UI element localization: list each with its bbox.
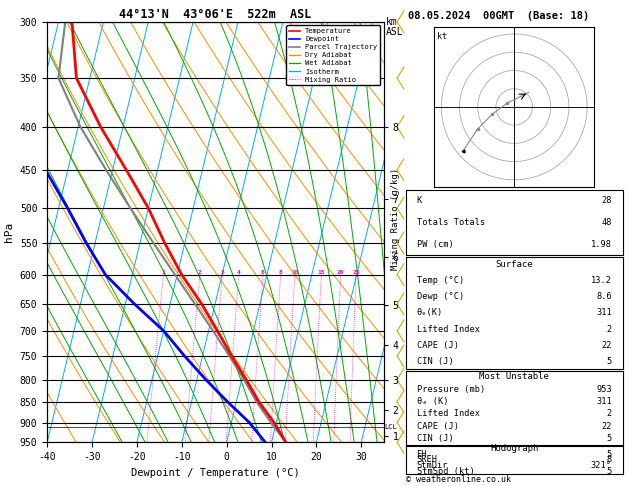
Text: Hodograph: Hodograph xyxy=(490,444,538,453)
Text: Most Unstable: Most Unstable xyxy=(479,372,549,382)
Text: 321°: 321° xyxy=(591,461,612,470)
Text: 20: 20 xyxy=(337,270,345,275)
Text: Totals Totals: Totals Totals xyxy=(416,218,485,227)
Text: 2: 2 xyxy=(606,325,612,333)
Text: 311: 311 xyxy=(596,309,612,317)
Text: 5: 5 xyxy=(606,467,612,475)
Text: 15: 15 xyxy=(318,270,325,275)
Text: 5: 5 xyxy=(606,357,612,366)
Text: 953: 953 xyxy=(596,385,612,394)
Text: kt: kt xyxy=(437,32,447,40)
Text: Dewp (°C): Dewp (°C) xyxy=(416,293,464,301)
Text: 10: 10 xyxy=(291,270,299,275)
Text: StmDir: StmDir xyxy=(416,461,448,470)
Text: 2: 2 xyxy=(198,270,202,275)
Text: 3: 3 xyxy=(220,270,224,275)
Text: 6: 6 xyxy=(261,270,265,275)
Text: PW (cm): PW (cm) xyxy=(416,240,454,249)
Text: 25: 25 xyxy=(352,270,360,275)
Text: CAPE (J): CAPE (J) xyxy=(416,341,459,350)
Text: 1.98: 1.98 xyxy=(591,240,612,249)
Text: θₑ(K): θₑ(K) xyxy=(416,309,443,317)
Text: SREH: SREH xyxy=(416,455,438,464)
Text: km: km xyxy=(386,17,398,27)
Text: ASL: ASL xyxy=(386,27,404,37)
Text: θₑ (K): θₑ (K) xyxy=(416,397,448,406)
Text: © weatheronline.co.uk: © weatheronline.co.uk xyxy=(406,474,511,484)
Text: Lifted Index: Lifted Index xyxy=(416,409,479,418)
Text: 28: 28 xyxy=(601,196,612,205)
Text: CIN (J): CIN (J) xyxy=(416,434,454,443)
Text: Pressure (mb): Pressure (mb) xyxy=(416,385,485,394)
Text: EH: EH xyxy=(416,450,427,459)
Text: 8: 8 xyxy=(606,455,612,464)
Text: 2: 2 xyxy=(606,409,612,418)
Text: 5: 5 xyxy=(606,434,612,443)
Text: Mixing Ratio (g/kg): Mixing Ratio (g/kg) xyxy=(391,168,399,270)
Text: Surface: Surface xyxy=(496,260,533,269)
Text: K: K xyxy=(416,196,422,205)
Text: 311: 311 xyxy=(596,397,612,406)
Text: 5: 5 xyxy=(606,450,612,459)
Text: 48: 48 xyxy=(601,218,612,227)
Legend: Temperature, Dewpoint, Parcel Trajectory, Dry Adiabat, Wet Adiabat, Isotherm, Mi: Temperature, Dewpoint, Parcel Trajectory… xyxy=(286,25,380,86)
Text: StmSpd (kt): StmSpd (kt) xyxy=(416,467,474,475)
Text: 08.05.2024  00GMT  (Base: 18): 08.05.2024 00GMT (Base: 18) xyxy=(408,11,589,21)
Text: Lifted Index: Lifted Index xyxy=(416,325,479,333)
Text: 8.6: 8.6 xyxy=(596,293,612,301)
Text: 22: 22 xyxy=(601,422,612,431)
Text: 22: 22 xyxy=(601,341,612,350)
Text: 8: 8 xyxy=(279,270,282,275)
Title: 44°13'N  43°06'E  522m  ASL: 44°13'N 43°06'E 522m ASL xyxy=(120,8,311,21)
Text: 13.2: 13.2 xyxy=(591,276,612,285)
Y-axis label: hPa: hPa xyxy=(4,222,14,242)
Text: 4: 4 xyxy=(237,270,241,275)
Text: CAPE (J): CAPE (J) xyxy=(416,422,459,431)
Text: LCL: LCL xyxy=(384,424,398,431)
X-axis label: Dewpoint / Temperature (°C): Dewpoint / Temperature (°C) xyxy=(131,468,300,478)
Text: Temp (°C): Temp (°C) xyxy=(416,276,464,285)
Text: CIN (J): CIN (J) xyxy=(416,357,454,366)
Text: 1: 1 xyxy=(162,270,165,275)
